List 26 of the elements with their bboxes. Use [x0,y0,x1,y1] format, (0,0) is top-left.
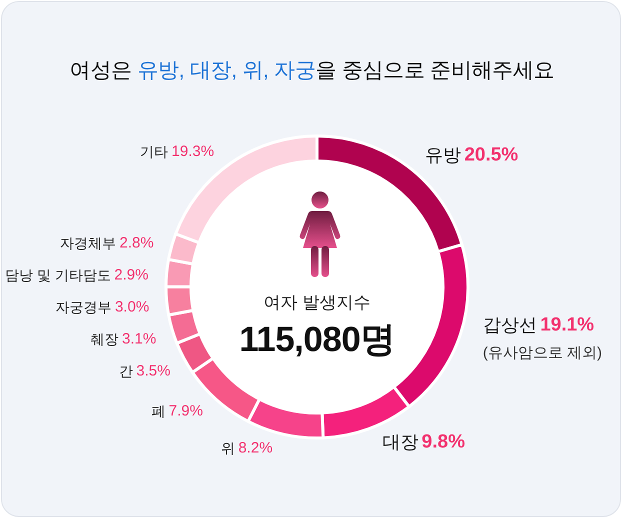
slice-label: 대장 [382,432,418,452]
slice-label: 자경체부 [60,234,116,251]
slice-label: 자궁경부 [56,298,112,315]
text: (유사암으로 제외) [482,344,602,362]
chart-title: 여성은 유방, 대장, 위, 자궁을 중심으로 준비해주세요 [68,58,556,84]
slice-label: 폐 [151,402,166,419]
data-label: 19.1% [540,314,594,336]
data-label: 7.9% [168,402,203,420]
text: 115,080명 [239,320,395,359]
data-label: 9.8% [422,432,466,453]
data-label: 8.2% [238,440,273,457]
data-label: 2.9% [114,266,148,284]
data-label: 2.8% [120,234,154,252]
data-label: 19.3% [172,142,214,160]
slice-label: 갑상선 [482,315,537,336]
slice-label: 유방 [424,144,461,165]
slice-label: 담낭 및 기타담도 [5,266,111,283]
data-label: 20.5% [464,144,518,166]
slice-label: 간 [118,362,133,379]
data-label: 3.0% [114,298,150,316]
slice-label: 위 [221,440,236,456]
data-label: 3.5% [136,362,170,380]
data-label: 3.1% [122,330,156,348]
slice-label: 기타 [140,143,168,160]
slice-label: 췌장 [90,330,119,347]
text: 여자 발생지수 [264,293,370,312]
